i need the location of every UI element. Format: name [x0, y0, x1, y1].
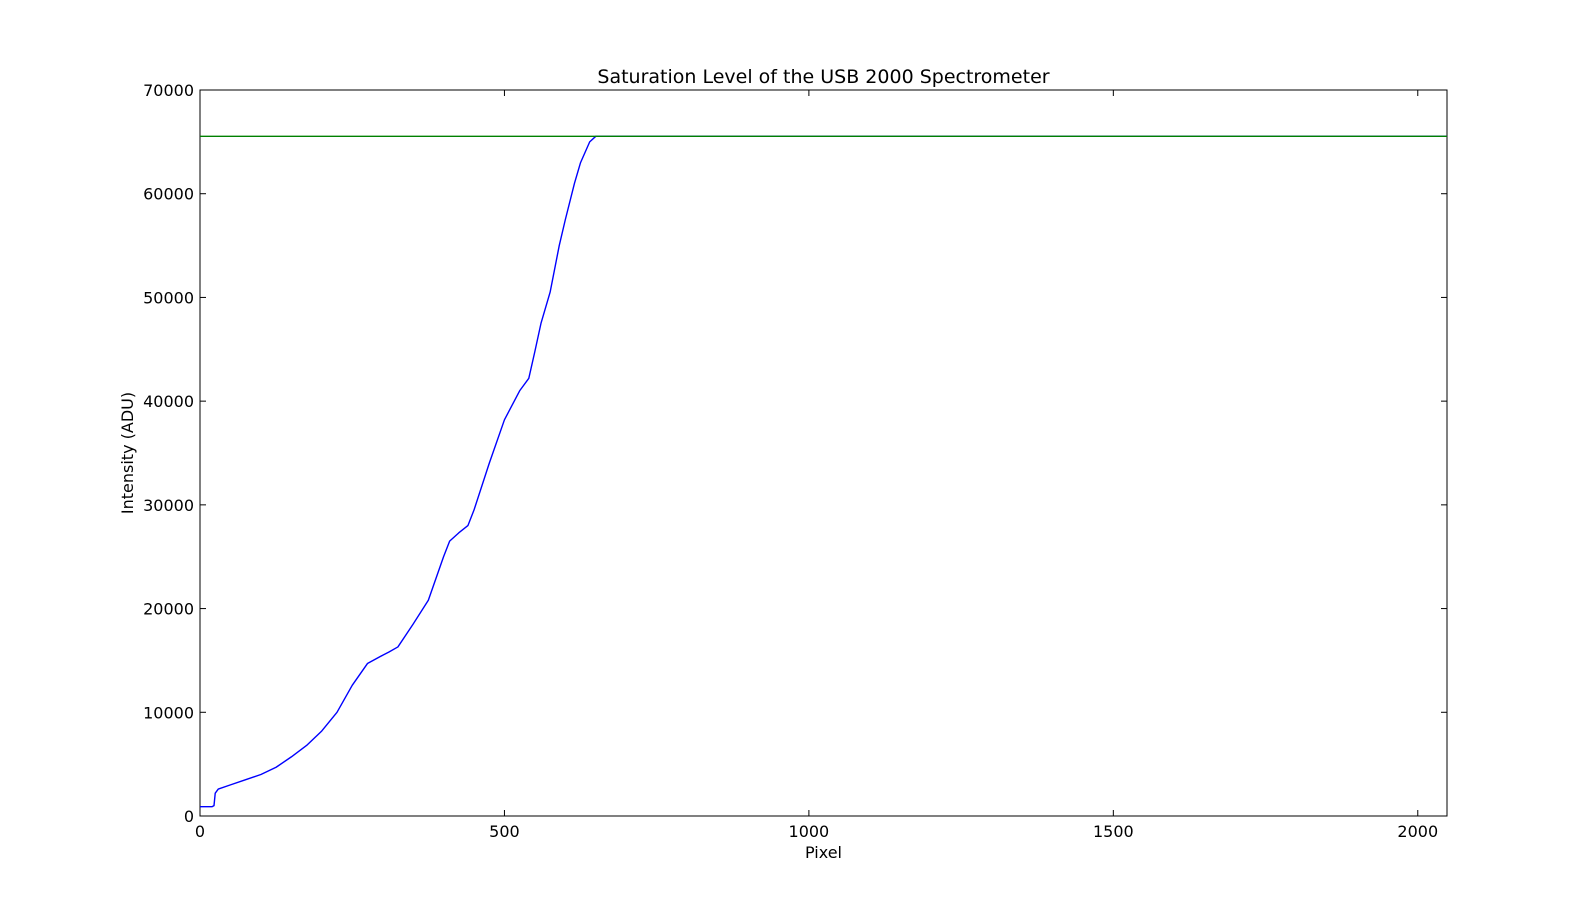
- x-tick-label-2000: 2000: [1397, 822, 1438, 841]
- y-tick-label-20000: 20000: [143, 600, 194, 619]
- y-tick-label-0: 0: [184, 807, 194, 826]
- ticks-layer: 0 500 1000 1500 2000010000200003000040000500…: [143, 81, 1447, 841]
- x-tick-label-1500: 1500: [1093, 822, 1134, 841]
- x-tick-label-1000: 1000: [789, 822, 830, 841]
- series-line-1: [200, 135, 1447, 808]
- y-tick-label-40000: 40000: [143, 392, 194, 411]
- y-axis-label: Intensity (ADU): [118, 392, 137, 514]
- x-axis-label: Pixel: [805, 843, 842, 862]
- y-tick-label-10000: 10000: [143, 703, 194, 722]
- x-tick-label-500: 500: [489, 822, 520, 841]
- x-tick-label-0: 0: [195, 822, 205, 841]
- y-tick-label-70000: 70000: [143, 81, 194, 100]
- plot-frame: [199, 89, 1448, 817]
- y-tick-label-60000: 60000: [143, 185, 194, 204]
- series-layer: [200, 135, 1447, 808]
- chart-title: Saturation Level of the USB 2000 Spectro…: [597, 66, 1049, 88]
- y-tick-label-30000: 30000: [143, 496, 194, 515]
- y-tick-label-50000: 50000: [143, 288, 194, 307]
